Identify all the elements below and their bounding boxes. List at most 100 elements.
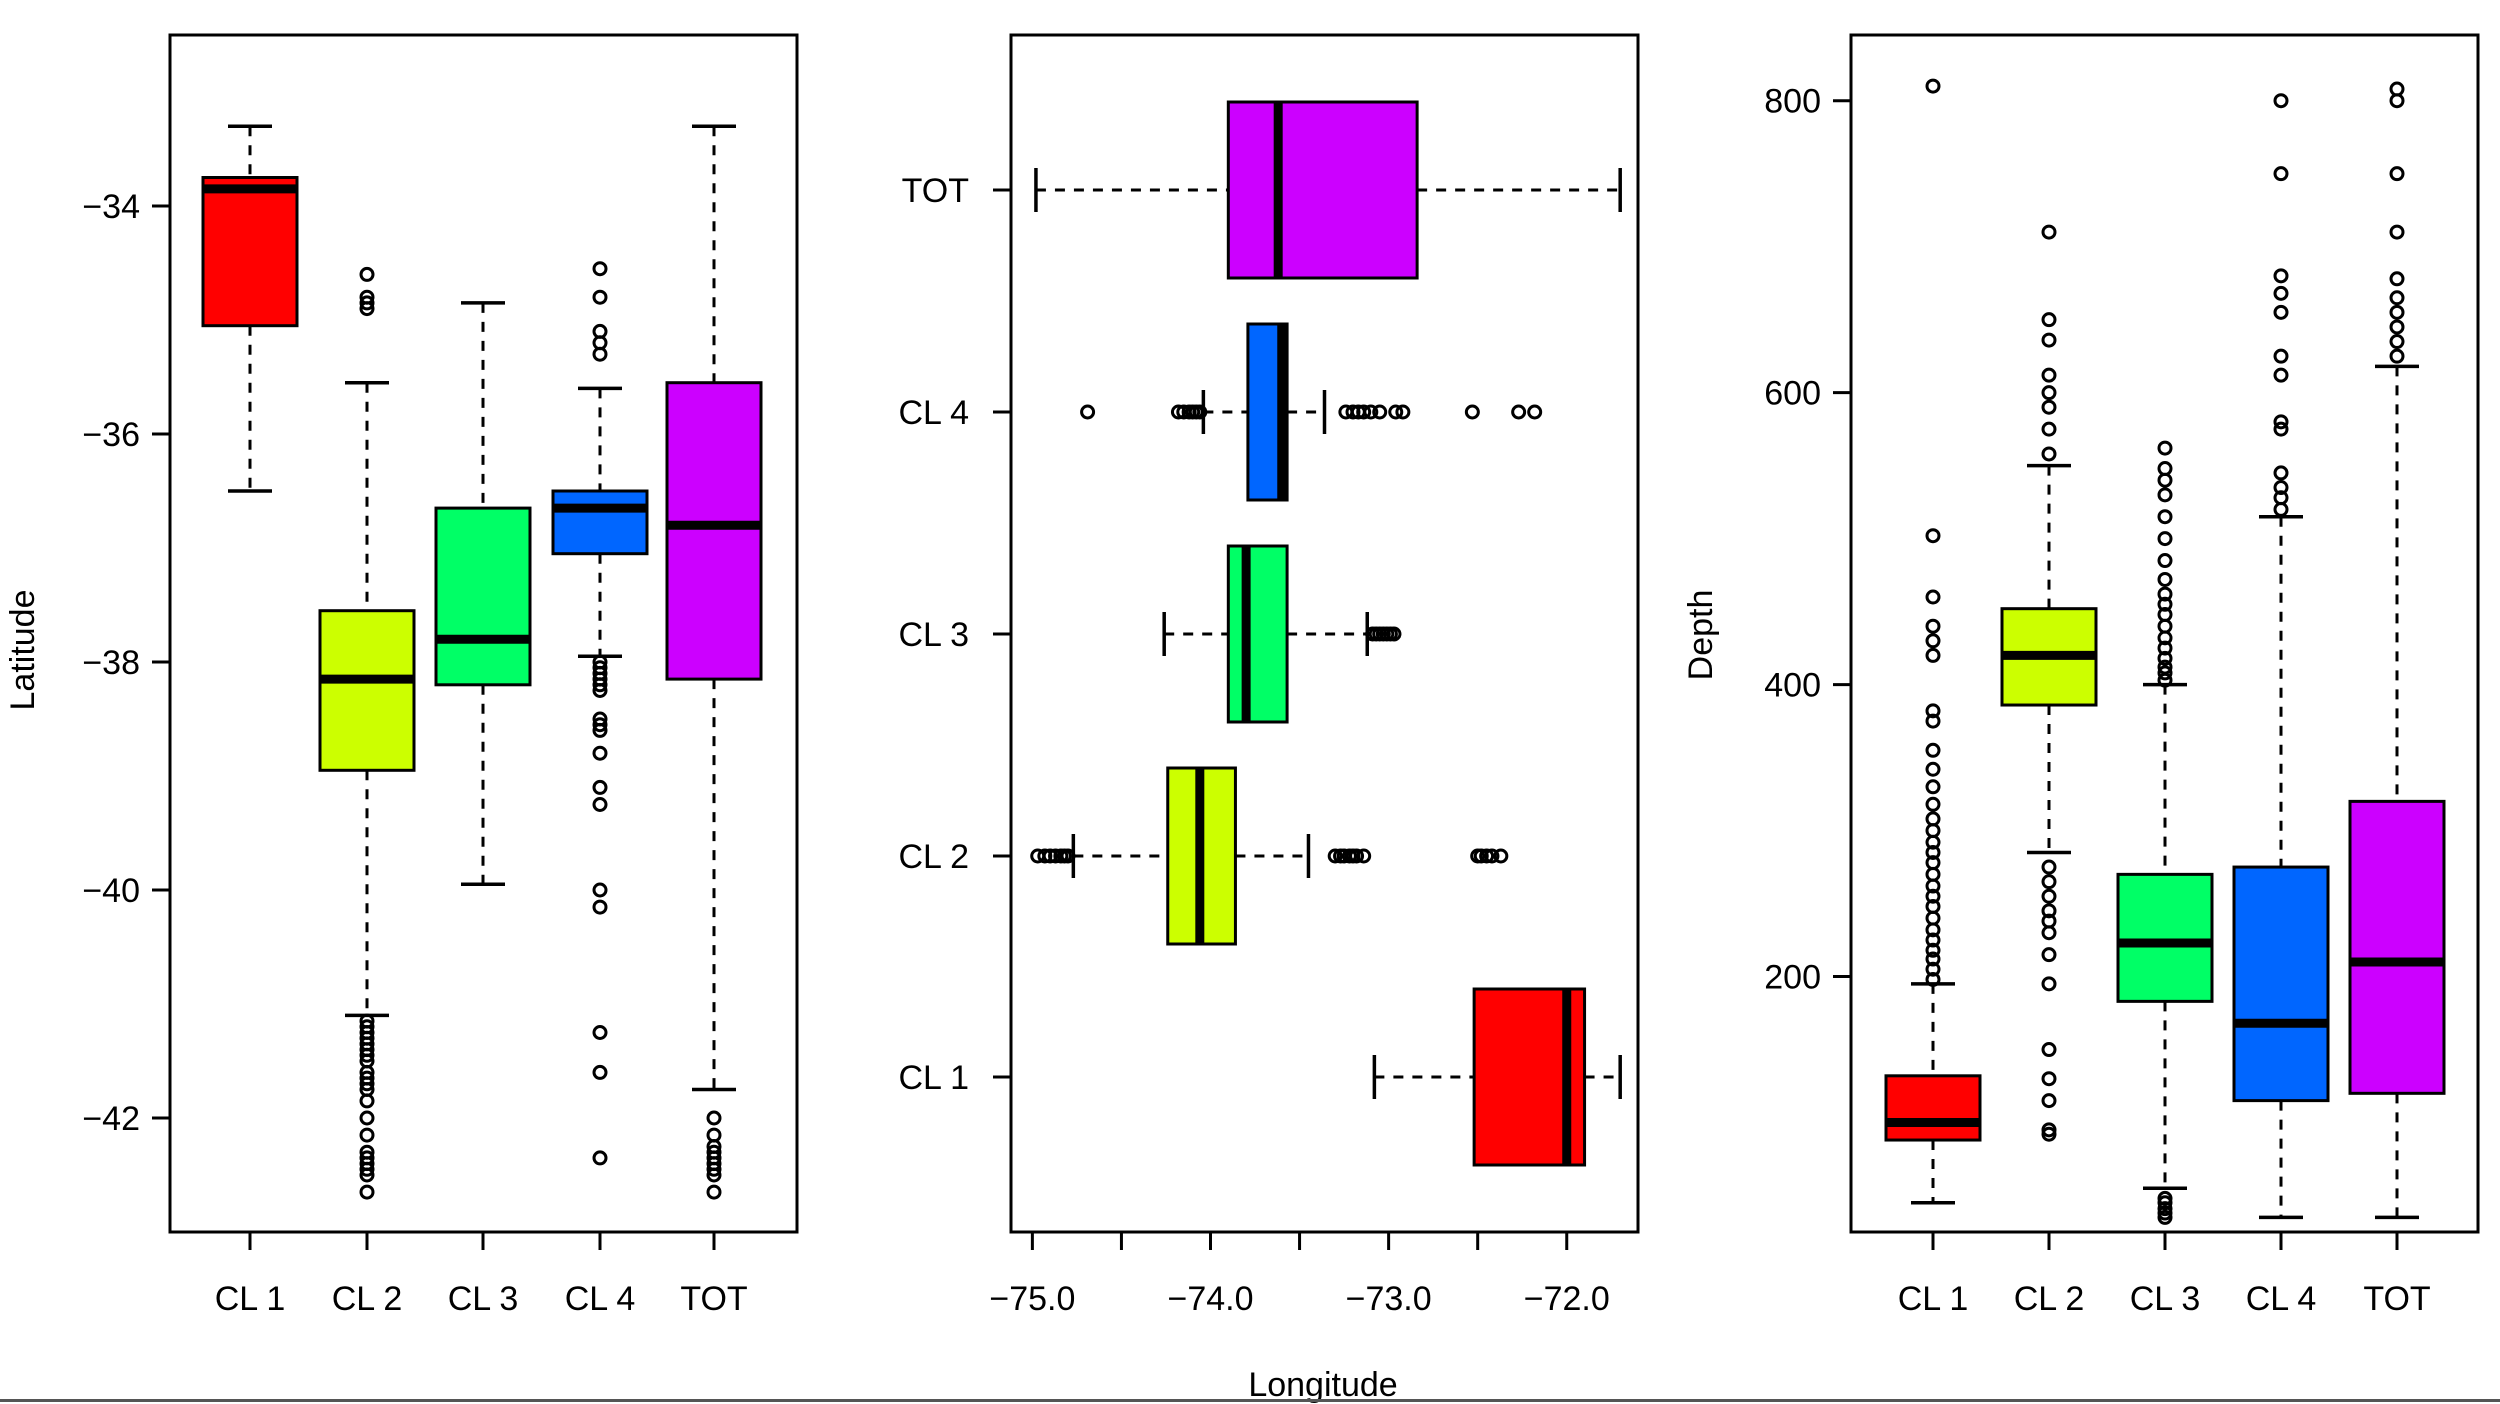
depth-outlier-cl-2-17 xyxy=(2041,367,2057,383)
latitude-category-label-cl-3: CL 3 xyxy=(448,1280,519,1318)
depth-outlier-cl-2-20 xyxy=(2041,224,2057,240)
depth-outlier-cl-1-23 xyxy=(1925,633,1941,649)
depth-outlier-cl-3-19 xyxy=(2157,487,2173,503)
depth-outlier-cl-1-3 xyxy=(1925,942,1941,958)
bottom-rule xyxy=(0,1399,2500,1402)
depth-outlier-tot-6 xyxy=(2389,224,2405,240)
latitude-box-cl-2 xyxy=(318,609,416,772)
latitude-outlier-cl-2-17 xyxy=(359,1110,375,1126)
longitude-category-label-cl-2: CL 2 xyxy=(898,838,969,876)
longitude-category-label-tot: TOT xyxy=(902,172,969,210)
depth-outlier-cl-1-19 xyxy=(1925,742,1941,758)
depth-outlier-cl-3-14 xyxy=(2157,586,2173,602)
depth-outlier-cl-1-0 xyxy=(1925,971,1941,987)
depth-outlier-cl-2-1 xyxy=(2041,1122,2057,1138)
depth-outlier-cl-4-3 xyxy=(2273,465,2289,481)
depth-outlier-cl-2-18 xyxy=(2041,332,2057,348)
depth-outlier-cl-2-19 xyxy=(2041,312,2057,328)
latitude-outlier-cl-4-0 xyxy=(592,261,608,277)
latitude-outlier-cl-4-21 xyxy=(592,1150,608,1166)
depth-box-cl-1 xyxy=(1884,1074,1982,1142)
depth-outlier-tot-4 xyxy=(2389,290,2405,306)
depth-outlier-cl-2-15 xyxy=(2041,399,2057,415)
latitude-outlier-cl-2-24 xyxy=(359,1184,375,1200)
depth-outlier-cl-2-4 xyxy=(2041,1042,2057,1058)
latitude-ytick-label-0: −34 xyxy=(82,188,140,226)
latitude-ytick-label-1: −36 xyxy=(82,416,140,454)
longitude-outlier-cl-2-12 xyxy=(1349,848,1365,864)
depth-outlier-cl-1-26 xyxy=(1925,528,1941,544)
longitude-outlier-cl-2-18 xyxy=(1493,848,1509,864)
depth-outlier-cl-3-22 xyxy=(2157,440,2173,456)
depth-box-cl-4 xyxy=(2232,865,2330,1103)
latitude-box-cl-1 xyxy=(201,176,299,328)
latitude-outlier-cl-4-9 xyxy=(592,677,608,693)
depth-outlier-cl-3-15 xyxy=(2157,571,2173,587)
latitude-outlier-cl-2-0 xyxy=(359,266,375,282)
depth-outlier-cl-4-10 xyxy=(2273,268,2289,284)
depth-outlier-cl-1-18 xyxy=(1925,761,1941,777)
depth-outlier-cl-2-12 xyxy=(2041,859,2057,875)
depth-outlier-cl-1-2 xyxy=(1925,951,1941,967)
depth-outlier-cl-1-24 xyxy=(1925,618,1941,634)
depth-outlier-cl-2-16 xyxy=(2041,385,2057,401)
depth-outlier-cl-4-6 xyxy=(2273,367,2289,383)
longitude-outlier-cl-4-15 xyxy=(1464,404,1480,420)
depth-category-label-cl-3: CL 3 xyxy=(2130,1280,2201,1318)
depth-outlier-cl-1-15 xyxy=(1925,811,1941,827)
latitude-outlier-cl-4-10 xyxy=(592,683,608,698)
longitude-outlier-cl-4-10 xyxy=(1356,404,1372,420)
depth-outlier-tot-1 xyxy=(2389,334,2405,350)
latitude-outlier-cl-4-20 xyxy=(592,1064,608,1080)
depth-category-label-cl-1: CL 1 xyxy=(1898,1280,1969,1318)
latitude-outlier-cl-4-12 xyxy=(592,717,608,733)
depth-outlier-cl-1-4 xyxy=(1925,932,1941,948)
latitude-outlier-cl-2-23 xyxy=(359,1167,375,1183)
depth-outlier-cl-1-21 xyxy=(1925,703,1941,719)
latitude-outlier-tot-6 xyxy=(706,1161,722,1177)
latitude-axis-title: Latitude xyxy=(4,590,42,711)
latitude-category-label-tot: TOT xyxy=(680,1280,747,1318)
latitude-outlier-cl-4-17 xyxy=(592,882,608,898)
depth-outlier-cl-2-6 xyxy=(2041,947,2057,963)
latitude-outlier-cl-4-13 xyxy=(592,722,608,738)
depth-outlier-cl-4-4 xyxy=(2273,421,2289,437)
depth-outlier-cl-3-8 xyxy=(2157,650,2173,666)
latitude-outlier-cl-4-16 xyxy=(592,797,608,812)
depth-outlier-cl-2-2 xyxy=(2041,1093,2057,1109)
latitude-outlier-tot-8 xyxy=(706,1184,722,1200)
depth-outlier-cl-2-14 xyxy=(2041,421,2057,437)
longitude-outlier-cl-4-17 xyxy=(1527,404,1543,420)
longitude-panel: Longitude −75.0 −74.0 −73.0 −72.0 CL 1 CL 2 CL… xyxy=(898,33,1640,1404)
longitude-outlier-cl-2-7 xyxy=(1327,848,1343,864)
longitude-outlier-cl-4-0 xyxy=(1080,404,1096,420)
depth-outlier-cl-1-17 xyxy=(1925,779,1941,795)
longitude-category-label-cl-3: CL 3 xyxy=(898,616,969,654)
latitude-outlier-cl-4-1 xyxy=(592,289,608,305)
latitude-outlier-cl-4-18 xyxy=(592,899,608,915)
latitude-box-cl-3 xyxy=(434,506,532,687)
depth-outlier-cl-4-1 xyxy=(2273,490,2289,506)
depth-outlier-cl-3-21 xyxy=(2157,461,2173,477)
depth-outlier-cl-2-9 xyxy=(2041,903,2057,919)
longitude-outlier-cl-2-16 xyxy=(1479,848,1495,864)
depth-axis-title: Depth xyxy=(1682,590,1720,681)
latitude-category-label-cl-1: CL 1 xyxy=(215,1280,286,1318)
longitude-outlier-cl-4-12 xyxy=(1372,404,1388,420)
depth-ytick-label-3: 800 xyxy=(1764,83,1821,121)
longitude-xtick-label-6: −72.0 xyxy=(1524,1280,1610,1318)
longitude-category-label-cl-4: CL 4 xyxy=(898,394,969,432)
latitude-box-tot xyxy=(665,381,763,681)
depth-ytick-label-2: 600 xyxy=(1764,375,1821,413)
depth-outlier-cl-3-16 xyxy=(2157,553,2173,569)
depth-outlier-cl-4-7 xyxy=(2273,348,2289,364)
depth-ytick-label-1: 400 xyxy=(1764,667,1821,705)
latitude-outlier-cl-2-16 xyxy=(359,1093,375,1109)
depth-outlier-cl-3-7 xyxy=(2157,659,2173,675)
depth-outlier-cl-3-4 xyxy=(2157,1190,2173,1206)
depth-outlier-cl-2-3 xyxy=(2041,1071,2057,1087)
depth-outlier-tot-5 xyxy=(2389,271,2405,287)
longitude-outlier-cl-4-6 xyxy=(1192,404,1208,420)
depth-outlier-tot-9 xyxy=(2389,81,2405,97)
depth-outlier-cl-2-13 xyxy=(2041,446,2057,462)
